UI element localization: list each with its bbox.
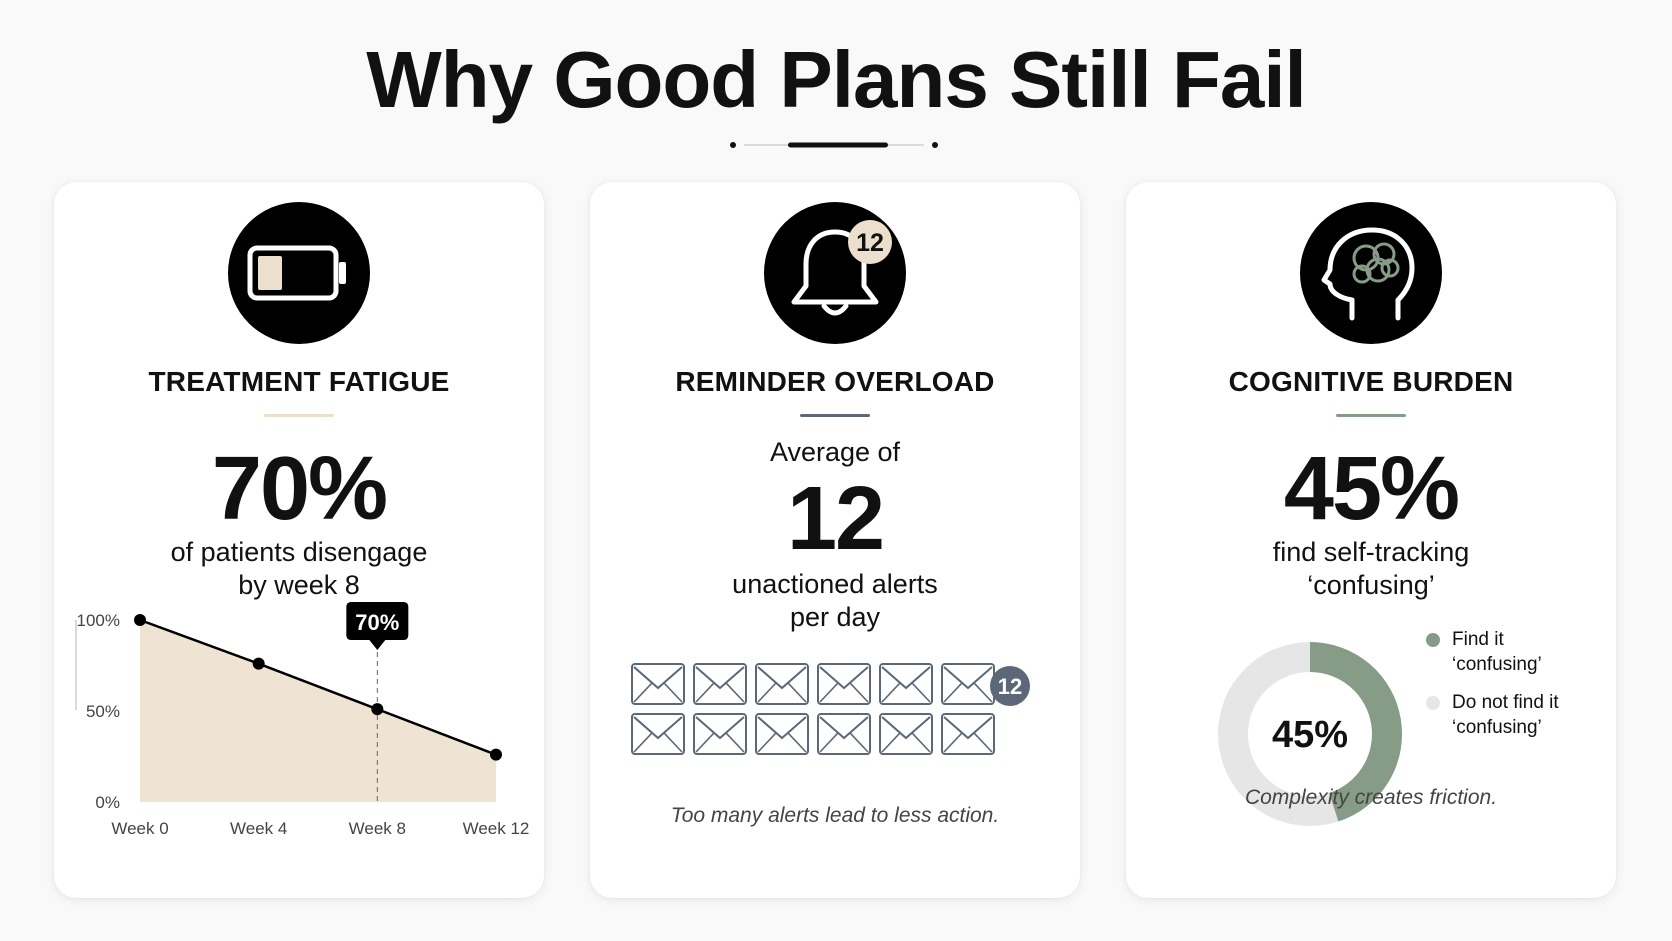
stat-prefix: Average of	[769, 437, 901, 467]
heading-rule	[1336, 414, 1406, 417]
trend-line	[139, 618, 497, 756]
legend-label-line2: ‘confusing’	[1452, 654, 1542, 675]
x-tick-label: Week 0	[111, 819, 168, 838]
data-point-week-12	[490, 748, 502, 761]
card-note: Complexity creates friction.	[1244, 786, 1498, 809]
legend-item-confusing: Find it ‘confusing’	[1426, 627, 1606, 677]
y-tick-label: 0%	[95, 793, 120, 812]
fatigue-area-chart: 100% 50% 0% Week 0 Week 4 Week 8 Week 12 70%	[75, 602, 530, 838]
area-fill	[140, 620, 496, 802]
envelope-icon	[879, 713, 933, 755]
stat-value: 45%	[1283, 439, 1460, 539]
x-tick-label: Week 12	[463, 819, 530, 838]
card-heading: COGNITIVE BURDEN	[1228, 366, 1514, 397]
x-tick-label: Week 4	[230, 819, 287, 838]
cognitive-burden-card: COGNITIVE BURDEN 45% find self-tracking …	[1126, 182, 1616, 898]
envelope-icon	[631, 663, 685, 705]
envelope-icon	[817, 663, 871, 705]
donut-slice-confusing	[1309, 642, 1402, 822]
page-title: Why Good Plans Still Fail	[366, 35, 1307, 124]
y-tick-label: 50%	[86, 702, 120, 721]
data-point-week-0	[134, 614, 146, 626]
legend-swatch	[1426, 633, 1440, 647]
bell-icon: 12	[764, 202, 906, 344]
legend-label-line1: Find it	[1452, 629, 1504, 650]
callout-label: 70%	[355, 610, 399, 635]
card-note: Too many alerts lead to less action.	[670, 804, 1000, 827]
legend-label-line1: Do not find it	[1452, 692, 1559, 713]
stat-value: 70%	[211, 439, 388, 539]
legend-item-not-confusing: Do not find it ‘confusing’	[1426, 690, 1606, 740]
envelope-icon	[817, 713, 871, 755]
envelope-grid: 12	[631, 663, 1030, 755]
notification-count: 12	[856, 229, 884, 257]
data-point-week-8	[371, 703, 384, 716]
card-heading: TREATMENT FATIGUE	[148, 366, 450, 397]
envelope-count-text: 12	[998, 674, 1022, 699]
stat-desc-line1: unactioned alerts	[732, 569, 938, 599]
envelope-icon	[631, 713, 685, 755]
envelope-count-badge	[990, 666, 1030, 706]
y-tick-label: 100%	[77, 611, 120, 630]
card-heading: REMINDER OVERLOAD	[675, 366, 995, 397]
stat-desc-line2: ‘confusing’	[1307, 570, 1435, 600]
treatment-fatigue-card: TREATMENT FATIGUE 70% of patients diseng…	[54, 182, 544, 898]
data-point-week-4	[252, 657, 265, 670]
envelope-icon	[941, 663, 995, 705]
envelope-icon	[755, 663, 809, 705]
legend-swatch	[1426, 696, 1440, 710]
envelope-icon	[693, 663, 747, 705]
stat-value: 12	[786, 469, 885, 569]
heading-rule	[800, 414, 870, 417]
confusing-donut-chart: 45%	[1218, 642, 1402, 826]
callout-badge: 70%	[346, 602, 409, 650]
brain-head-icon	[1300, 202, 1442, 344]
envelope-icon	[941, 713, 995, 755]
x-tick-label: Week 8	[349, 819, 406, 838]
battery-low-icon	[228, 202, 370, 344]
stat-desc-line2: by week 8	[238, 570, 360, 600]
stat-desc-line1: find self-tracking	[1272, 537, 1470, 567]
envelope-icon	[879, 663, 933, 705]
stat-desc-line1: of patients disengage	[170, 537, 428, 567]
reminder-overload-card: 12 REMINDER OVERLOAD Average of 12 unact…	[590, 182, 1080, 898]
envelope-icon	[693, 713, 747, 755]
donut-center-label: 45%	[1272, 714, 1348, 756]
title-divider	[730, 142, 938, 148]
envelope-icon	[755, 713, 809, 755]
heading-rule	[264, 414, 334, 417]
legend-label-line2: ‘confusing’	[1452, 717, 1542, 738]
stat-desc-line2: per day	[789, 602, 881, 632]
